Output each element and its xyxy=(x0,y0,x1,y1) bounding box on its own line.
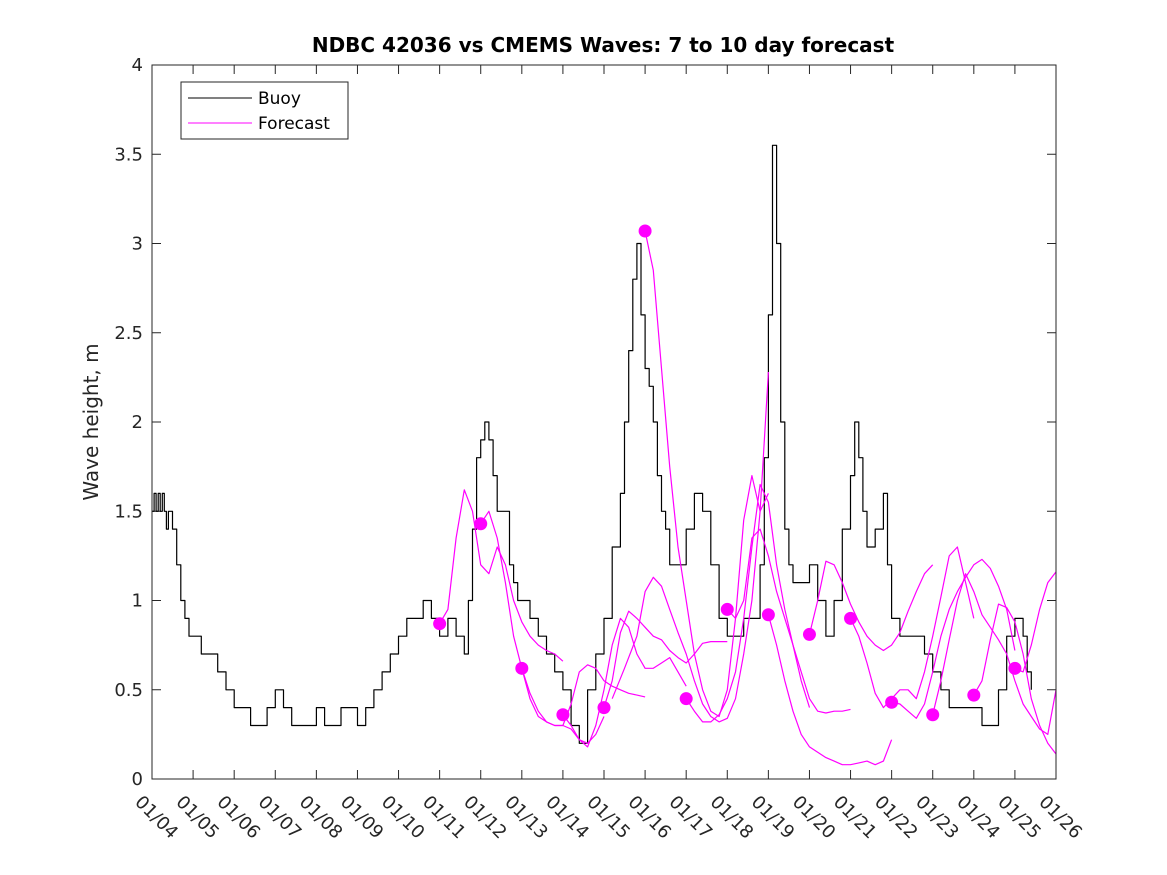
y-tick-label: 0.5 xyxy=(114,680,143,701)
legend-buoy-label: Buoy xyxy=(258,89,301,109)
y-tick-label: 4 xyxy=(132,55,143,76)
forecast-marker xyxy=(638,224,652,238)
x-tick-label: 01/24 xyxy=(952,792,1004,844)
x-tick-label: 01/15 xyxy=(582,792,634,844)
plot-area xyxy=(152,65,1056,779)
y-tick-label: 2 xyxy=(132,412,143,433)
forecast-series xyxy=(480,510,605,744)
forecast-marker xyxy=(885,695,899,709)
y-axis: 0 0.5 1 1.5 2 2.5 3 3.5 4 xyxy=(114,55,1056,790)
forecast-marker xyxy=(844,611,858,625)
x-tick-label: 01/07 xyxy=(254,792,306,844)
y-tick-label: 3.5 xyxy=(114,144,143,165)
forecast-series xyxy=(603,610,728,708)
y-tick-label: 1 xyxy=(132,591,143,612)
x-tick-label: 01/19 xyxy=(747,792,799,844)
series-group xyxy=(152,144,1057,766)
forecast-series xyxy=(726,528,851,714)
forecast-series xyxy=(439,489,564,662)
forecast-marker xyxy=(556,708,570,722)
x-tick-label: 01/12 xyxy=(459,792,511,844)
y-tick-label: 2.5 xyxy=(114,323,143,344)
forecast-marker xyxy=(720,602,734,616)
forecast-marker xyxy=(597,701,611,715)
forecast-marker xyxy=(926,708,940,722)
forecast-series xyxy=(973,603,1057,755)
forecast-marker xyxy=(967,688,981,702)
forecast-series xyxy=(767,614,893,766)
x-tick-label: 01/23 xyxy=(911,792,963,844)
x-tick-label: 01/06 xyxy=(213,792,265,844)
forecast-series xyxy=(808,560,934,652)
forecast-markers xyxy=(433,224,1022,722)
x-tick-label: 01/11 xyxy=(418,792,470,844)
x-tick-label: 01/18 xyxy=(706,792,758,844)
forecast-series xyxy=(611,371,769,723)
legend-forecast-label: Forecast xyxy=(258,114,330,134)
x-tick-label: 01/09 xyxy=(336,792,388,844)
x-tick-label: 01/22 xyxy=(870,792,922,844)
x-tick-label: 01/08 xyxy=(295,792,347,844)
y-tick-label: 3 xyxy=(132,234,143,255)
x-tick-label: 01/25 xyxy=(993,792,1045,844)
x-tick-label: 01/16 xyxy=(624,792,676,844)
forecast-marker xyxy=(515,661,529,675)
buoy-series xyxy=(152,144,1032,744)
y-tick-label: 1.5 xyxy=(114,501,143,522)
x-tick-label: 01/13 xyxy=(500,792,552,844)
x-tick-label: 01/20 xyxy=(788,792,840,844)
y-tick-label: 0 xyxy=(132,769,143,790)
x-tick-label: 01/17 xyxy=(665,792,717,844)
y-axis-label: Wave height, m xyxy=(79,343,103,500)
plot-frame xyxy=(151,64,1057,780)
x-tick-label: 01/14 xyxy=(541,792,593,844)
forecast-series xyxy=(521,664,646,727)
legend-box xyxy=(180,81,349,140)
chart-title: NDBC 42036 vs CMEMS Waves: 7 to 10 day f… xyxy=(312,33,895,57)
forecast-marker xyxy=(1008,661,1022,675)
forecast-series xyxy=(932,573,1057,736)
forecast-marker xyxy=(761,608,775,622)
x-tick-label: 01/05 xyxy=(172,792,224,844)
forecast-marker xyxy=(679,692,693,706)
x-tick-label: 01/10 xyxy=(377,792,429,844)
forecast-marker xyxy=(474,517,488,531)
forecast-marker xyxy=(802,627,816,641)
x-tick-label: 01/26 xyxy=(1034,792,1086,844)
forecast-series xyxy=(891,558,1016,719)
forecast-marker xyxy=(433,617,447,631)
forecast-series xyxy=(644,230,769,718)
forecast-series xyxy=(849,546,975,709)
x-tick-label: 01/21 xyxy=(829,792,881,844)
forecast-series xyxy=(1014,571,1057,673)
x-tick-label: 01/04 xyxy=(130,792,182,844)
forecast-series xyxy=(685,483,811,723)
legend: Buoy Forecast xyxy=(180,81,349,140)
